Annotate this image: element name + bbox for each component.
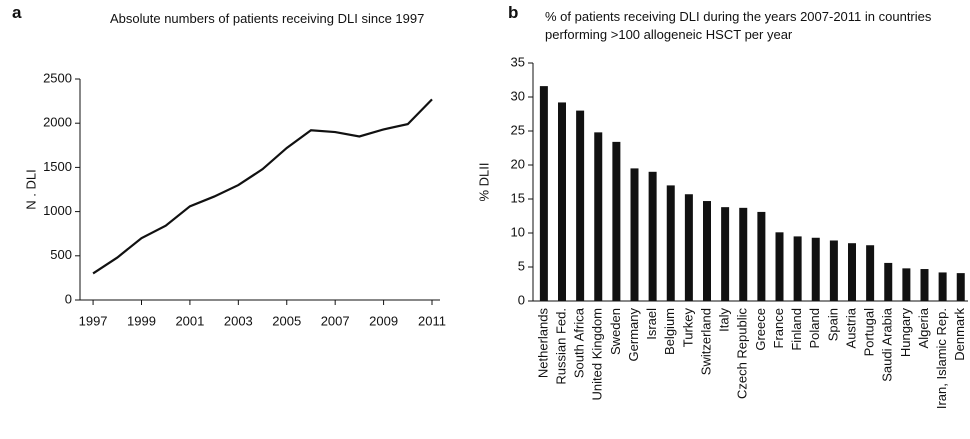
bar: [920, 269, 929, 301]
bar: [558, 102, 566, 301]
x-tick-label: Netherlands: [535, 308, 550, 379]
bar: [576, 110, 585, 301]
x-tick-label: Sweden: [608, 308, 623, 355]
y-tick-label: 15: [511, 190, 525, 205]
bar: [757, 211, 766, 301]
x-tick-label: Iran, Islamic Rep.: [934, 308, 949, 409]
y-tick-label: 1500: [43, 159, 72, 174]
y-axis-label: N . DLI: [23, 169, 38, 209]
x-tick-label: Denmark: [952, 308, 967, 361]
x-tick-label: 2003: [224, 313, 253, 328]
y-tick-label: 35: [511, 54, 525, 69]
x-tick-label: 2005: [272, 313, 301, 328]
x-tick-label: Czech Republic: [735, 308, 750, 400]
bar: [848, 243, 856, 301]
bar: [666, 185, 675, 301]
bar: [902, 268, 911, 301]
bar: [866, 245, 875, 301]
y-tick-label: 2500: [43, 70, 72, 85]
bar: [594, 132, 603, 301]
x-tick-label: Poland: [807, 308, 822, 348]
x-tick-label: Italy: [717, 308, 732, 332]
x-tick-label: Portugal: [862, 308, 877, 357]
line-series: [92, 98, 433, 275]
bar: [612, 141, 621, 301]
y-tick-label: 5: [518, 258, 525, 273]
chart-title: Absolute numbers of patients receiving D…: [110, 11, 425, 26]
x-tick-label: Saudi Arabia: [880, 307, 895, 381]
x-tick-label: Turkey: [680, 308, 695, 348]
bar: [884, 262, 893, 301]
x-tick-label: Russian Fed.: [553, 308, 568, 385]
x-tick-label: 2007: [321, 313, 350, 328]
x-tick-label: 2001: [175, 313, 204, 328]
y-tick-label: 500: [50, 247, 72, 262]
panel-label: a: [12, 3, 22, 22]
bar: [829, 240, 838, 301]
bar: [956, 273, 965, 301]
x-tick-label: Algeria: [916, 307, 931, 348]
y-tick-label: 1000: [43, 203, 72, 218]
bar: [811, 237, 820, 301]
x-tick-label: Finland: [789, 308, 804, 351]
x-tick-label: Israel: [644, 308, 659, 340]
y-tick-label: 20: [511, 156, 525, 171]
y-tick-label: 2000: [43, 115, 72, 130]
bar: [793, 236, 802, 301]
x-tick-label: 1997: [79, 313, 108, 328]
bar: [721, 207, 730, 301]
panel-label: b: [508, 3, 519, 22]
bar: [684, 194, 693, 301]
y-tick-label: 25: [511, 122, 525, 137]
x-tick-label: 2009: [369, 313, 398, 328]
x-tick-label: South Africa: [572, 307, 587, 378]
x-tick-label: Germany: [626, 308, 641, 362]
y-tick-label: 30: [511, 88, 525, 103]
x-tick-label: Greece: [753, 308, 768, 351]
x-tick-label: 1999: [127, 313, 156, 328]
x-tick-label: Belgium: [662, 308, 677, 355]
bar: [938, 272, 947, 301]
bar: [630, 168, 639, 301]
y-tick-label: 0: [65, 291, 72, 306]
x-tick-label: 2011: [418, 313, 446, 328]
bar: [539, 86, 548, 302]
x-tick-label: Austria: [843, 307, 858, 348]
x-tick-label: United Kingdom: [590, 308, 605, 401]
bar: [775, 232, 784, 301]
y-tick-label: 0: [518, 292, 525, 307]
x-tick-label: France: [771, 308, 786, 348]
chart-title: % of patients receiving DLI during the y…: [545, 9, 932, 42]
x-tick-label: Switzerland: [698, 308, 713, 375]
y-axis-label: % DLII: [476, 162, 491, 201]
bar: [703, 201, 711, 301]
x-tick-label: Spain: [825, 308, 840, 341]
y-tick-label: 10: [511, 224, 525, 239]
x-tick-label: Hungary: [898, 308, 913, 358]
bar: [739, 207, 748, 301]
bar: [648, 171, 657, 301]
